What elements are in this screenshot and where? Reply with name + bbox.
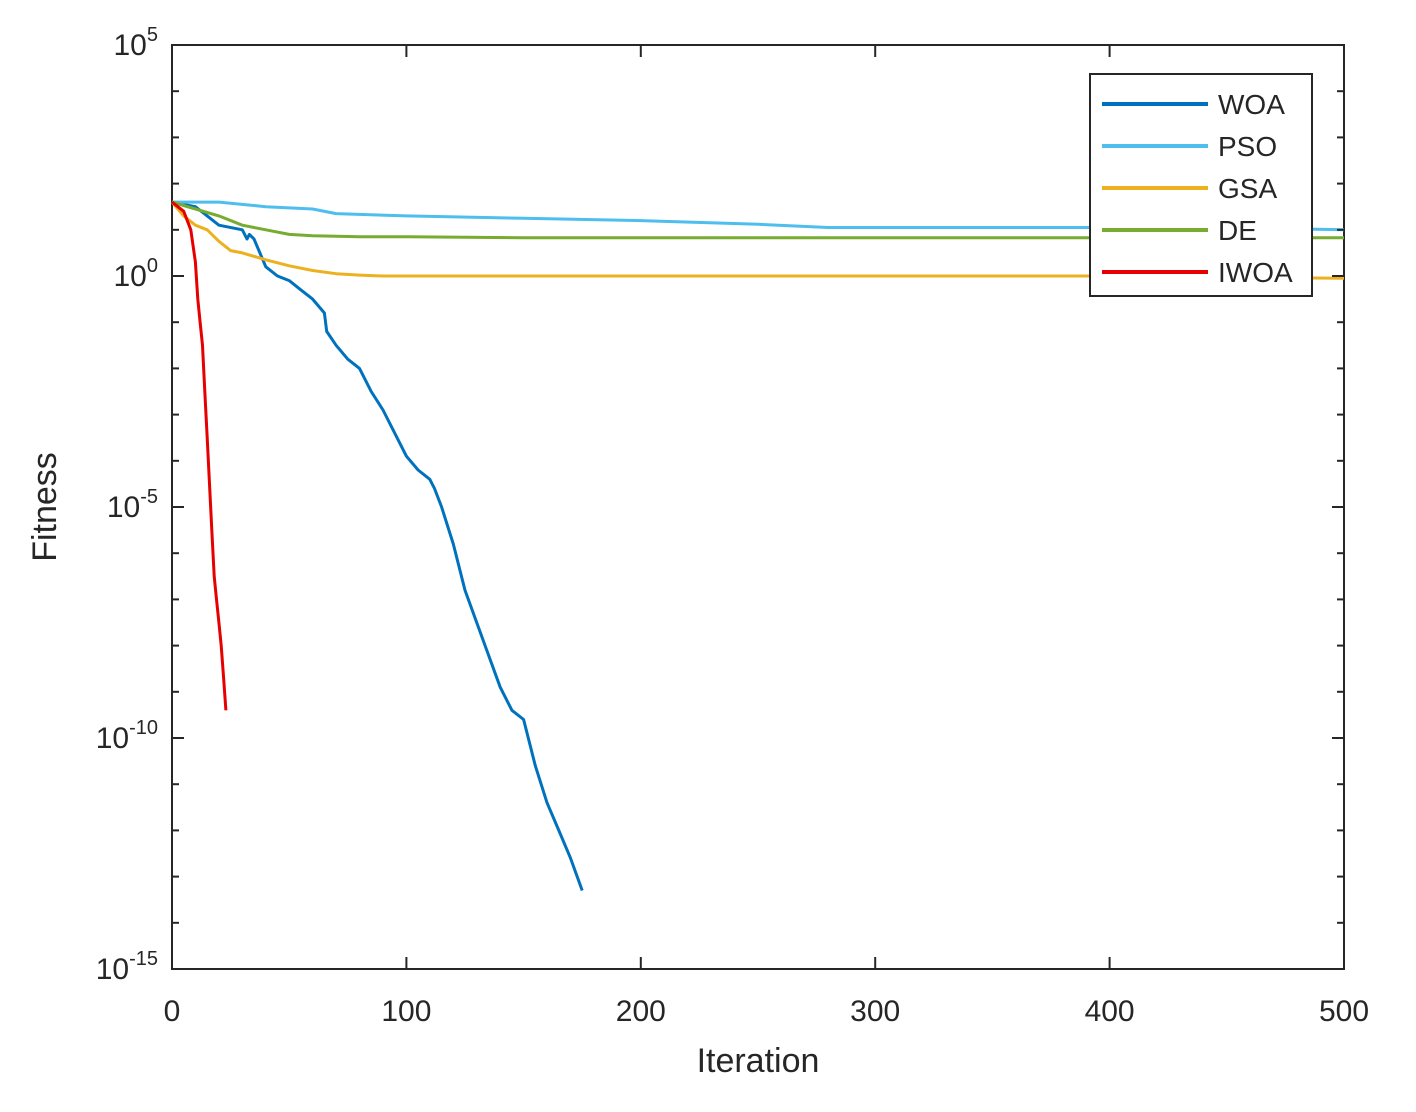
series-line-woa bbox=[171, 200, 584, 892]
x-axis-title: Iteration bbox=[697, 1042, 820, 1080]
y-tick-label: 100 bbox=[114, 255, 159, 293]
legend-label-woa: WOA bbox=[1218, 89, 1285, 120]
series-line-de bbox=[171, 200, 1344, 240]
x-tick-label: 100 bbox=[381, 995, 431, 1028]
y-axis-title: Fitness bbox=[26, 452, 64, 562]
x-tick-label: 0 bbox=[164, 995, 181, 1028]
tick-layer: 0 100 200 300 400 500 10-15 10-10 10-5 100 105 bbox=[96, 24, 1369, 1028]
legend: WOA PSO GSA DE IWOA bbox=[1089, 73, 1313, 297]
x-tick-label: 300 bbox=[850, 995, 900, 1028]
series-line-gsa bbox=[170, 201, 1345, 280]
legend-label-iwoa: IWOA bbox=[1218, 257, 1293, 288]
x-tick-label: 200 bbox=[616, 995, 666, 1028]
y-tick-label: 105 bbox=[114, 24, 159, 62]
y-tick-label: 10-5 bbox=[107, 486, 158, 524]
y-tick-label: 10-10 bbox=[96, 717, 158, 755]
legend-label-gsa: GSA bbox=[1218, 173, 1277, 204]
legend-label-de: DE bbox=[1218, 215, 1257, 246]
x-tick-label: 500 bbox=[1319, 995, 1369, 1028]
y-tick-label: 10-15 bbox=[96, 948, 158, 986]
legend-box bbox=[1089, 73, 1313, 297]
legend-label-pso: PSO bbox=[1218, 131, 1277, 162]
series-line-iwoa bbox=[171, 200, 228, 711]
x-tick-label: 400 bbox=[1085, 995, 1135, 1028]
